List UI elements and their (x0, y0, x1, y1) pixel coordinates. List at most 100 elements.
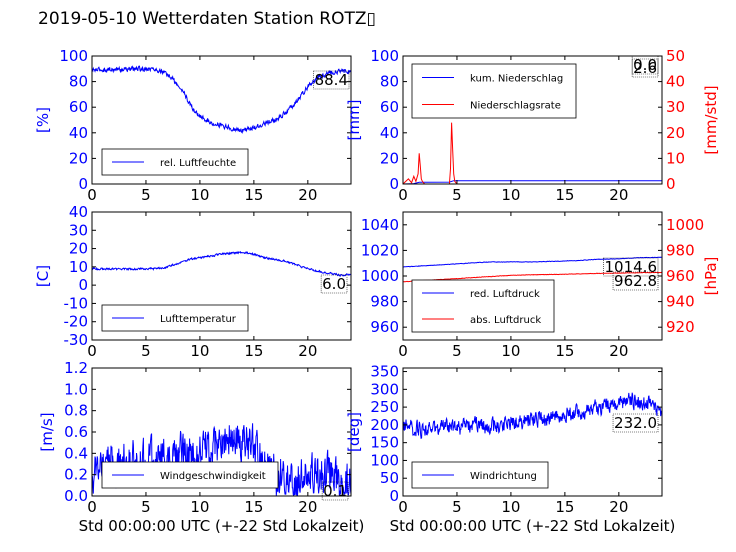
series-line-3-1 (92, 250, 351, 277)
x-tick-label: 15 (244, 498, 263, 516)
legend: Windgeschwindigkeit (101, 461, 279, 489)
y-tick-label: 40 (380, 124, 399, 142)
x-tick-label: 20 (298, 498, 317, 516)
y-tick-label: 0.2 (64, 466, 88, 484)
plot-frame (402, 55, 663, 185)
y-axis-label: [C] (34, 265, 52, 287)
value-label-box (631, 58, 659, 78)
y-tick-label: 100 (59, 47, 88, 65)
value-label-2: 962.8 (614, 272, 657, 290)
series-line-4-2 (403, 271, 662, 283)
value-label: 0.1 (323, 482, 347, 500)
panel-4: 0 5 10 15 20 960 980 1000 1020 1040 920 940 960 980 10… (361, 211, 720, 360)
y-tick-label: 30 (69, 221, 88, 239)
x-tick-label: 0 (398, 498, 408, 516)
value-label-2-box (612, 271, 659, 291)
legend: red. Luftdruck abs. Luftdruck (411, 279, 555, 333)
x-tick-label: 15 (555, 186, 574, 204)
y-tick-label: 300 (370, 380, 399, 398)
legend: Windrichtung (411, 461, 549, 489)
value-label: 88.4 (315, 71, 348, 89)
y-tick-label: 350 (370, 363, 399, 381)
y-tick-label: 60 (380, 98, 399, 116)
y2-tick-label: 40 (666, 73, 685, 91)
y-tick-label: 20 (380, 149, 399, 167)
x-tick-label: 10 (190, 342, 209, 360)
y-tick-label: 80 (69, 73, 88, 91)
y-tick-label: 1000 (361, 267, 399, 285)
value-label: 6.0 (322, 275, 346, 293)
value-label: 2.6 (633, 59, 657, 77)
page-title: 2019-05-10 Wetterdaten Station ROTZ▯ (38, 9, 376, 29)
y-tick-label: 0 (389, 175, 399, 193)
x-tick-label: 10 (190, 186, 209, 204)
x-tick-label: 10 (501, 342, 520, 360)
value-label-box (313, 70, 350, 90)
value-label-box (612, 413, 659, 433)
y-tick-label: 10 (69, 258, 88, 276)
y-tick-label: 1.2 (64, 359, 88, 377)
x-tick-label: 20 (609, 186, 628, 204)
x-tick-label: 15 (244, 186, 263, 204)
y2-tick-label: 920 (666, 318, 695, 336)
legend-entry: Windrichtung (470, 471, 537, 482)
y-tick-label: 50 (380, 469, 399, 487)
x-axis-label: Std 00:00:00 UTC (+-22 Std Lokalzeit) (390, 517, 676, 535)
series-line-2-2 (403, 122, 662, 184)
y-tick-label: -30 (64, 331, 89, 349)
y-tick-label: 960 (370, 318, 399, 336)
x-tick-label: 15 (555, 342, 574, 360)
x-tick-label: 5 (141, 498, 151, 516)
y2-tick-label: 0 (666, 175, 676, 193)
series-line-4-1 (403, 256, 662, 268)
x-tick-label: 10 (190, 498, 209, 516)
legend: Lufttemperatur (101, 304, 249, 332)
y-tick-label: 250 (370, 398, 399, 416)
y-axis-label: [mm] (345, 100, 363, 141)
y-tick-label: 0.8 (64, 402, 88, 420)
panel-6: 0 5 10 15 20050100150200250300350[deg]Windri… (345, 363, 675, 535)
panel-2: 0 5 10 15 20 0 20 40 60 80 100 [mm] 0 10 20 30 40 50 [mm/s… (345, 47, 720, 204)
x-tick-label: 5 (452, 186, 462, 204)
y-tick-label: 200 (370, 416, 399, 434)
y2-tick-label: 50 (666, 47, 685, 65)
x-tick-label: 0 (87, 186, 97, 204)
value-label-box (321, 481, 349, 501)
legend: rel. Luftfeuchte (101, 148, 249, 176)
x-tick-label: 5 (452, 498, 462, 516)
x-tick-label: 20 (298, 186, 317, 204)
y-axis-label: [%] (34, 107, 52, 133)
series-line-1-1 (92, 65, 351, 134)
panel-5: 0 5 10 15 20 0.0 0.2 0.4 0.6 0.8 1.0 1.2 [m/s] Windge… (38, 359, 364, 535)
x-tick-label: 10 (501, 186, 520, 204)
y-tick-label: 0.6 (64, 423, 88, 441)
value-label: 232.0 (614, 414, 657, 432)
y2-tick-label: 940 (666, 293, 695, 311)
y-tick-label: 80 (380, 73, 399, 91)
y-tick-label: 1.0 (64, 380, 88, 398)
value-label-box (603, 257, 659, 277)
y-tick-label: 1020 (361, 241, 399, 259)
y-tick-label: 0 (78, 276, 88, 294)
value-label-box (320, 274, 348, 294)
y-tick-label: 20 (69, 240, 88, 258)
y-tick-label: 150 (370, 434, 399, 452)
y-tick-label: 0 (389, 487, 399, 505)
legend: kum. Niederschlag Niederschlagsrate (411, 63, 577, 119)
y-axis-label: [deg] (345, 412, 363, 452)
y-tick-label: 0 (78, 175, 88, 193)
y-tick-label: 40 (69, 203, 88, 221)
y-tick-label: 0.4 (64, 444, 88, 462)
y2-tick-label: 20 (666, 124, 685, 142)
y2-tick-label: 960 (666, 267, 695, 285)
x-tick-label: 0 (398, 342, 408, 360)
value-label-2-box (631, 55, 659, 75)
plot-frame (402, 367, 663, 497)
panel-1: 0 5 10 15 20 0 20 40 60 80 100 [%] rel. Luftfeuchte 8… (34, 47, 352, 204)
y-tick-label: 40 (69, 124, 88, 142)
y-tick-label: 0.0 (64, 487, 88, 505)
x-axis-label: Std 00:00:00 UTC (+-22 Std Lokalzeit) (79, 517, 365, 535)
series-line-6-1 (403, 392, 662, 440)
panel-3: 0 5 10 15 20-30-20-10010203040[C]Lufttempera… (34, 203, 352, 360)
